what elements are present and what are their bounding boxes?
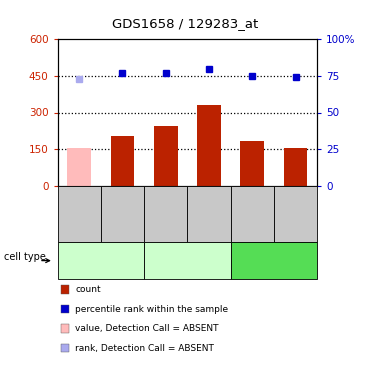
Text: GSM85341: GSM85341 <box>248 191 257 237</box>
Bar <box>67 148 91 186</box>
Text: GSM85346: GSM85346 <box>204 191 213 237</box>
Text: cell type: cell type <box>4 252 46 262</box>
Text: interferon producing
killer dendritic: interferon producing killer dendritic <box>238 254 310 267</box>
Text: plasmacytoid
dendritic: plasmacytoid dendritic <box>152 250 222 272</box>
Text: GSM85345: GSM85345 <box>161 191 170 237</box>
Text: GSM85342: GSM85342 <box>291 191 300 237</box>
Bar <box>240 141 264 186</box>
Bar <box>154 126 178 186</box>
Text: GSM85343: GSM85343 <box>75 191 83 237</box>
Text: GSM85344: GSM85344 <box>118 191 127 237</box>
Text: value, Detection Call = ABSENT: value, Detection Call = ABSENT <box>75 324 219 333</box>
Bar <box>197 105 221 186</box>
Text: conventional
dendritic: conventional dendritic <box>67 250 134 272</box>
Bar <box>284 148 308 186</box>
Text: rank, Detection Call = ABSENT: rank, Detection Call = ABSENT <box>75 344 214 352</box>
Text: GDS1658 / 129283_at: GDS1658 / 129283_at <box>112 17 259 30</box>
Text: percentile rank within the sample: percentile rank within the sample <box>75 304 229 313</box>
Text: count: count <box>75 285 101 294</box>
Bar <box>111 136 134 186</box>
